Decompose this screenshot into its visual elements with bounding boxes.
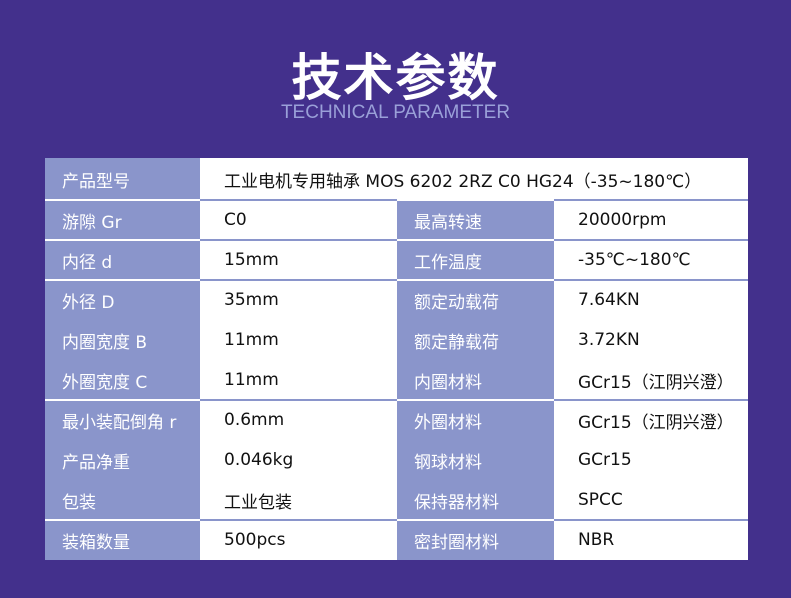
spec-label: 装箱数量 xyxy=(45,520,200,560)
spec-label: 产品净重 xyxy=(45,440,200,480)
row-divider xyxy=(397,239,554,241)
spec-value: GCr15（江阴兴澄） xyxy=(578,372,734,393)
row-divider xyxy=(397,199,554,201)
spec-value: 0.046kg xyxy=(224,450,294,470)
spec-label: 内径 d xyxy=(45,240,200,280)
spec-value: C0 xyxy=(224,210,247,230)
spec-label: 内圈材料 xyxy=(397,360,554,400)
row-divider xyxy=(45,519,200,521)
spec-label: 游隙 Gr xyxy=(45,200,200,240)
spec-value: SPCC xyxy=(578,490,623,510)
row-divider xyxy=(397,399,554,401)
spec-label: 额定动载荷 xyxy=(397,280,554,320)
spec-label: 外圈材料 xyxy=(397,400,554,440)
spec-label: 最高转速 xyxy=(397,200,554,240)
page-title: 技术参数 xyxy=(291,49,500,107)
spec-table: 产品型号 工业电机专用轴承 MOS 6202 2RZ C0 HG24（-35~1… xyxy=(45,158,748,560)
spec-value: 0.6mm xyxy=(224,410,285,430)
spec-label: 内圈宽度 B xyxy=(45,320,200,360)
model-value: 工业电机专用轴承 MOS 6202 2RZ C0 HG24（-35~180℃） xyxy=(224,171,702,192)
row-divider xyxy=(200,399,397,401)
spec-value: 35mm xyxy=(224,290,279,310)
spec-label: 最小装配倒角 r xyxy=(45,400,200,440)
row-divider xyxy=(200,519,397,521)
spec-value: -35℃~180℃ xyxy=(578,250,691,270)
row-divider xyxy=(45,279,200,281)
spec-value: 7.64KN xyxy=(578,290,640,310)
model-label: 产品型号 xyxy=(45,158,200,200)
spec-label: 工作温度 xyxy=(397,240,554,280)
spec-value: 工业包装 xyxy=(224,492,292,513)
spec-label: 密封圈材料 xyxy=(397,520,554,560)
page-subtitle: TECHNICAL PARAMETER xyxy=(280,102,511,123)
row-divider xyxy=(200,279,397,281)
row-divider xyxy=(554,239,748,241)
row-divider xyxy=(200,239,397,241)
row-divider xyxy=(554,279,748,281)
spec-label: 额定静载荷 xyxy=(397,320,554,360)
spec-value: 3.72KN xyxy=(578,330,640,350)
spec-label: 钢球材料 xyxy=(397,440,554,480)
spec-value: GCr15（江阴兴澄） xyxy=(578,412,734,433)
row-divider xyxy=(45,199,200,201)
spec-value: 11mm xyxy=(224,330,279,350)
spec-value: 11mm xyxy=(224,370,279,390)
row-divider xyxy=(554,519,748,521)
row-divider xyxy=(554,199,748,201)
row-divider xyxy=(45,399,200,401)
spec-value: 20000rpm xyxy=(578,210,667,230)
row-divider xyxy=(45,239,200,241)
spec-label: 保持器材料 xyxy=(397,480,554,520)
row-divider xyxy=(397,279,554,281)
row-divider xyxy=(554,399,748,401)
spec-value: GCr15 xyxy=(578,450,632,470)
spec-value: 15mm xyxy=(224,250,279,270)
row-divider xyxy=(200,199,397,201)
row-divider xyxy=(397,519,554,521)
spec-label: 外圈宽度 C xyxy=(45,360,200,400)
spec-label: 外径 D xyxy=(45,280,200,320)
spec-value: 500pcs xyxy=(224,530,286,550)
spec-label: 包装 xyxy=(45,480,200,520)
spec-value: NBR xyxy=(578,530,615,550)
